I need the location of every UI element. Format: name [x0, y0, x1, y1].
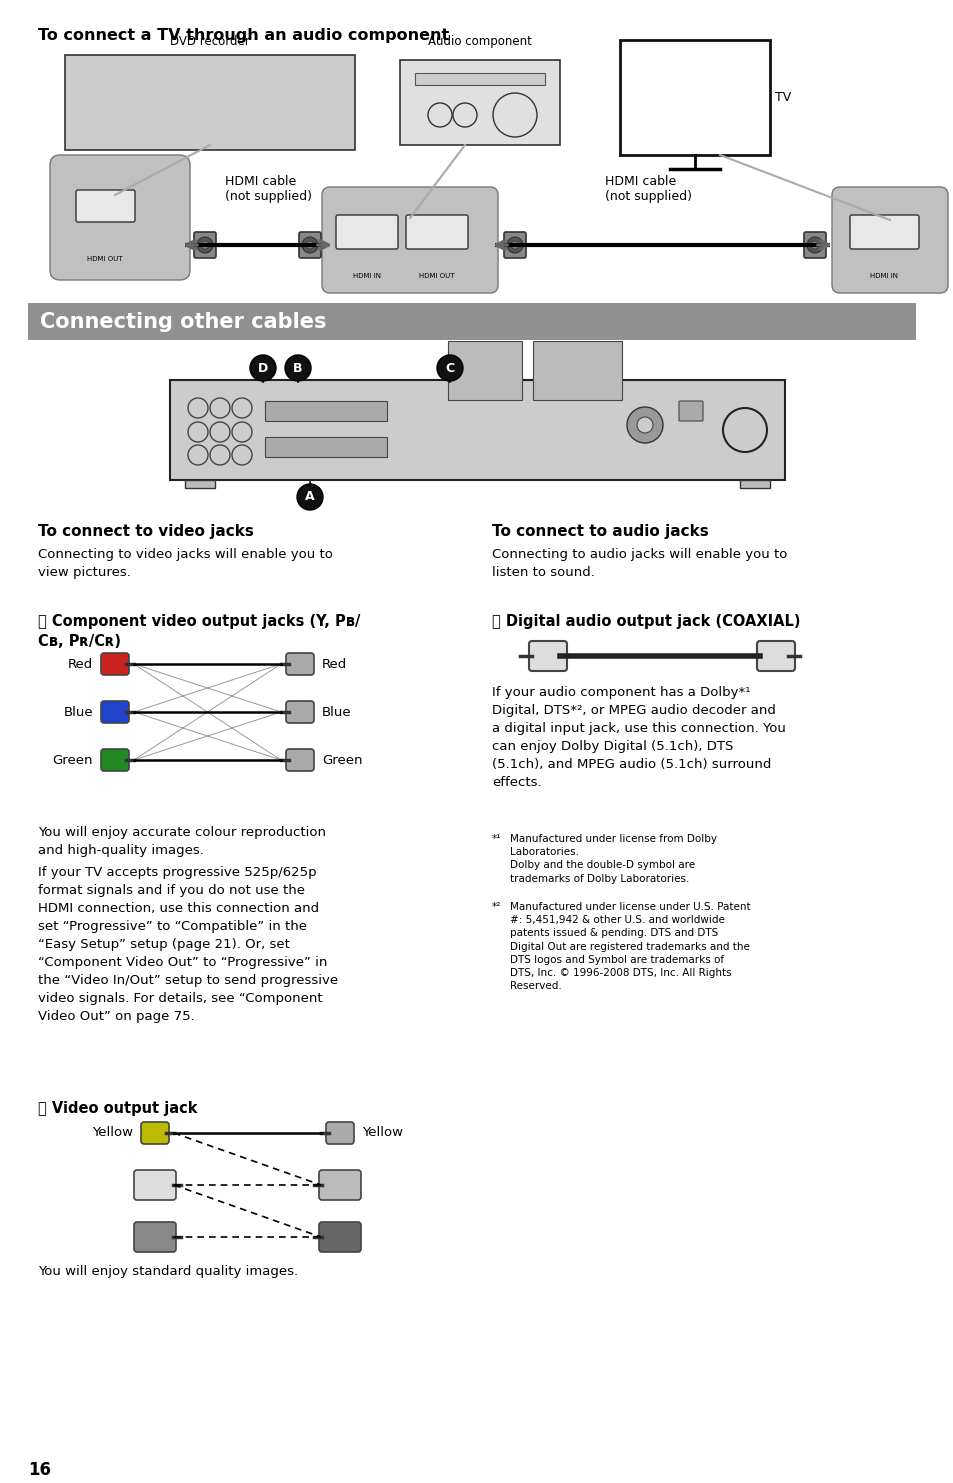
Circle shape [296, 483, 323, 510]
Text: Yellow: Yellow [361, 1127, 402, 1139]
Text: Connecting other cables: Connecting other cables [40, 311, 326, 332]
FancyBboxPatch shape [76, 190, 135, 222]
FancyBboxPatch shape [286, 749, 314, 771]
FancyBboxPatch shape [529, 641, 566, 670]
FancyBboxPatch shape [399, 59, 559, 145]
Circle shape [806, 237, 822, 254]
Circle shape [302, 237, 317, 254]
Text: You will enjoy accurate colour reproduction
and high-quality images.: You will enjoy accurate colour reproduct… [38, 826, 326, 857]
Text: TV: TV [774, 90, 790, 104]
FancyBboxPatch shape [185, 480, 214, 488]
FancyBboxPatch shape [265, 400, 387, 421]
Text: 16: 16 [28, 1461, 51, 1479]
Text: If your TV accepts progressive 525p/625p
format signals and if you do not use th: If your TV accepts progressive 525p/625p… [38, 866, 337, 1023]
Text: Connecting to audio jacks will enable you to
listen to sound.: Connecting to audio jacks will enable yo… [492, 549, 786, 578]
FancyBboxPatch shape [133, 1170, 175, 1200]
FancyBboxPatch shape [326, 1123, 354, 1143]
FancyBboxPatch shape [286, 653, 314, 675]
FancyBboxPatch shape [65, 55, 355, 150]
FancyBboxPatch shape [133, 1222, 175, 1252]
Circle shape [637, 417, 652, 433]
FancyBboxPatch shape [28, 303, 915, 340]
FancyBboxPatch shape [50, 156, 190, 280]
Text: You will enjoy standard quality images.: You will enjoy standard quality images. [38, 1265, 297, 1278]
FancyBboxPatch shape [298, 231, 320, 258]
FancyBboxPatch shape [265, 437, 387, 457]
Text: Manufactured under license from Dolby
Laboratories.
Dolby and the double-D symbo: Manufactured under license from Dolby La… [510, 833, 717, 884]
FancyBboxPatch shape [803, 231, 825, 258]
Circle shape [306, 242, 314, 249]
FancyBboxPatch shape [322, 187, 497, 294]
Text: Blue: Blue [63, 706, 92, 718]
Text: *¹: *¹ [492, 833, 501, 844]
FancyBboxPatch shape [193, 231, 215, 258]
Circle shape [626, 406, 662, 443]
FancyBboxPatch shape [335, 215, 397, 249]
Text: Blue: Blue [322, 706, 352, 718]
FancyBboxPatch shape [415, 73, 544, 85]
Text: C: C [445, 362, 454, 375]
Text: *²: *² [492, 902, 500, 912]
Text: Audio component: Audio component [428, 36, 532, 47]
Text: To connect to video jacks: To connect to video jacks [38, 523, 253, 538]
Text: Red: Red [322, 657, 347, 670]
FancyBboxPatch shape [448, 341, 521, 400]
Text: To connect to audio jacks: To connect to audio jacks [492, 523, 708, 538]
Text: To connect a TV through an audio component: To connect a TV through an audio compone… [38, 28, 449, 43]
FancyBboxPatch shape [503, 231, 525, 258]
Text: Connecting to video jacks will enable you to
view pictures.: Connecting to video jacks will enable yo… [38, 549, 333, 578]
Text: HDMI OUT: HDMI OUT [87, 257, 123, 262]
Text: Ⓒ Digital audio output jack (COAXIAL): Ⓒ Digital audio output jack (COAXIAL) [492, 614, 800, 629]
Text: Green: Green [322, 753, 362, 767]
Circle shape [201, 242, 209, 249]
FancyBboxPatch shape [679, 400, 702, 421]
Text: D: D [257, 362, 268, 375]
FancyBboxPatch shape [318, 1170, 360, 1200]
Circle shape [511, 242, 518, 249]
Text: Manufactured under license under U.S. Patent
#: 5,451,942 & other U.S. and world: Manufactured under license under U.S. Pa… [510, 902, 750, 991]
Text: A: A [305, 491, 314, 504]
FancyBboxPatch shape [619, 40, 769, 156]
FancyBboxPatch shape [286, 701, 314, 724]
Text: HDMI IN: HDMI IN [869, 273, 897, 279]
Circle shape [285, 354, 311, 381]
Text: HDMI cable
(not supplied): HDMI cable (not supplied) [225, 175, 312, 203]
FancyBboxPatch shape [406, 215, 468, 249]
Circle shape [196, 237, 213, 254]
FancyBboxPatch shape [831, 187, 947, 294]
Text: Ⓐ Component video output jacks (Y, Pʙ/: Ⓐ Component video output jacks (Y, Pʙ/ [38, 614, 360, 629]
FancyBboxPatch shape [101, 749, 129, 771]
FancyBboxPatch shape [170, 380, 784, 480]
FancyBboxPatch shape [318, 1222, 360, 1252]
Circle shape [250, 354, 275, 381]
Text: Cʙ, Pʀ/Cʀ): Cʙ, Pʀ/Cʀ) [38, 635, 121, 650]
Text: B: B [293, 362, 302, 375]
Text: Yellow: Yellow [91, 1127, 132, 1139]
FancyBboxPatch shape [757, 641, 794, 670]
Text: If your audio component has a Dolby*¹
Digital, DTS*², or MPEG audio decoder and
: If your audio component has a Dolby*¹ Di… [492, 687, 785, 789]
Text: DVD recorder: DVD recorder [170, 36, 250, 47]
Text: HDMI OUT: HDMI OUT [418, 273, 455, 279]
Text: HDMI IN: HDMI IN [353, 273, 380, 279]
FancyBboxPatch shape [141, 1123, 169, 1143]
FancyBboxPatch shape [101, 653, 129, 675]
Text: Ⓑ Video output jack: Ⓑ Video output jack [38, 1100, 197, 1117]
Circle shape [436, 354, 462, 381]
Text: HDMI cable
(not supplied): HDMI cable (not supplied) [604, 175, 691, 203]
FancyBboxPatch shape [849, 215, 918, 249]
FancyBboxPatch shape [740, 480, 769, 488]
FancyBboxPatch shape [101, 701, 129, 724]
Text: Green: Green [52, 753, 92, 767]
Circle shape [810, 242, 818, 249]
FancyBboxPatch shape [533, 341, 621, 400]
Circle shape [506, 237, 522, 254]
Text: Red: Red [68, 657, 92, 670]
